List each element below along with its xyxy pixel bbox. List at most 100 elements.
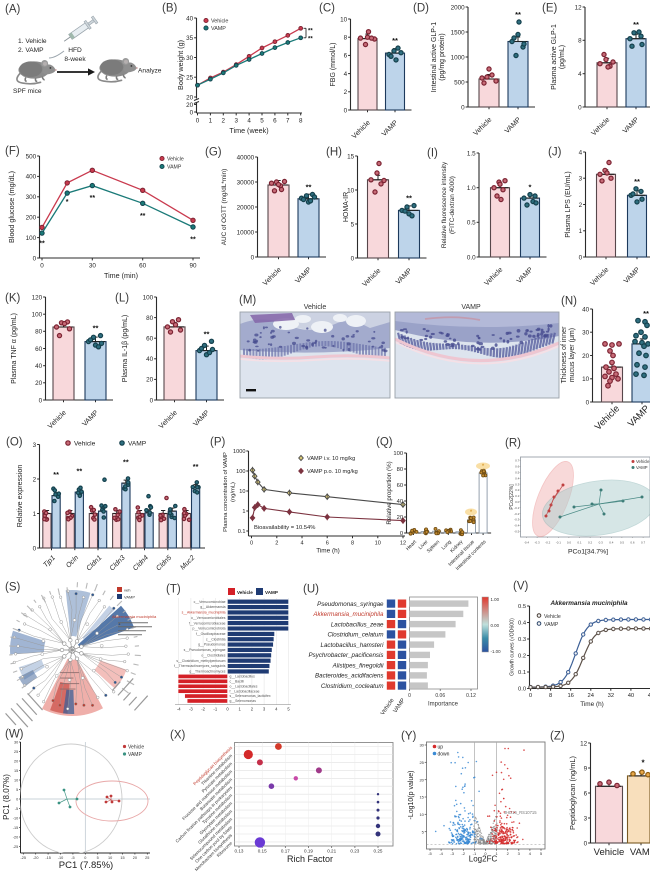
svg-text:12: 12 <box>575 4 583 11</box>
svg-text:2: 2 <box>33 476 37 483</box>
svg-text:-4: -4 <box>439 851 443 856</box>
svg-text:Akkermansia muciniphila: Akkermansia muciniphila <box>112 614 157 619</box>
svg-text:Vehicle: Vehicle <box>544 614 561 620</box>
svg-text:s__Selenomonas_lacticifex: s__Selenomonas_lacticifex <box>230 694 271 698</box>
svg-text:40: 40 <box>628 693 634 699</box>
svg-text:(D): (D) <box>413 2 429 14</box>
svg-text:Time (h): Time (h) <box>316 548 340 555</box>
svg-text:40: 40 <box>397 499 403 505</box>
svg-text:-0.1: -0.1 <box>556 541 562 545</box>
svg-text:**: ** <box>633 20 639 29</box>
svg-text:48: 48 <box>648 693 650 699</box>
svg-text:PCo2[22%]: PCo2[22%] <box>509 484 515 510</box>
svg-text:Vehicle: Vehicle <box>167 157 184 163</box>
svg-text:Rich Factor: Rich Factor <box>287 854 333 864</box>
svg-text:**: ** <box>308 36 313 42</box>
svg-text:VAMP: VAMP <box>128 752 142 758</box>
svg-text:s__Akkermansia_muciniphila: s__Akkermansia_muciniphila <box>182 611 226 615</box>
svg-text:g__Selenomonas: g__Selenomonas <box>230 699 257 703</box>
svg-text:-2: -2 <box>201 706 205 711</box>
svg-text:c__Bacilli: c__Bacilli <box>230 679 245 683</box>
svg-text:0: 0 <box>226 706 229 711</box>
svg-text:(pg/mg protein): (pg/mg protein) <box>439 33 446 80</box>
svg-text:(J): (J) <box>548 146 562 158</box>
svg-text:3: 3 <box>584 815 588 822</box>
svg-text:Bioavailability = 10.54%: Bioavailability = 10.54% <box>254 525 315 531</box>
svg-text:Importance: Importance <box>428 702 459 708</box>
svg-text:JHD16_RS10715: JHD16_RS10715 <box>504 810 537 815</box>
svg-text:10: 10 <box>582 376 590 383</box>
svg-text:(K): (K) <box>5 292 21 304</box>
svg-text:-15: -15 <box>45 856 51 860</box>
svg-text:1: 1 <box>33 511 37 518</box>
svg-text:f__Thermoactinomyces_sanguinis: f__Thermoactinomyces_sanguinis <box>174 664 226 668</box>
svg-text:-4: -4 <box>177 706 181 711</box>
svg-text:0.0: 0.0 <box>518 687 526 693</box>
svg-text:(I): (I) <box>427 147 438 159</box>
svg-text:SPF mice: SPF mice <box>13 88 42 95</box>
svg-text:(C): (C) <box>319 2 335 14</box>
svg-text:Vehicle: Vehicle <box>636 459 650 464</box>
svg-text:1: 1 <box>242 509 245 515</box>
svg-text:-20: -20 <box>13 835 19 839</box>
svg-text:40: 40 <box>186 15 194 22</box>
svg-text:0: 0 <box>251 254 255 261</box>
svg-text:FBG (mmol/L): FBG (mmol/L) <box>330 43 337 87</box>
svg-text:0.12: 0.12 <box>466 693 476 699</box>
svg-text:8: 8 <box>549 693 552 699</box>
svg-text:Relative fluorescence intensit: Relative fluorescence intensity <box>441 161 448 248</box>
svg-text:VAMP: VAMP <box>124 595 135 600</box>
svg-text:5: 5 <box>540 851 543 856</box>
svg-text:2: 2 <box>251 706 254 711</box>
svg-text:Vehicle: Vehicle <box>128 745 144 751</box>
svg-text:g__Pseudomonas: g__Pseudomonas <box>198 643 226 647</box>
svg-text:0: 0 <box>33 545 37 552</box>
svg-text:0.3: 0.3 <box>515 482 520 486</box>
svg-text:500: 500 <box>26 153 37 160</box>
svg-text:0: 0 <box>461 104 465 111</box>
svg-text:-0.4: -0.4 <box>524 541 530 545</box>
svg-text:Thickness of inner: Thickness of inner <box>561 326 568 383</box>
svg-text:-2: -2 <box>462 851 466 856</box>
svg-text:1000: 1000 <box>233 449 245 455</box>
svg-text:1.0: 1.0 <box>467 185 476 192</box>
svg-text:**: ** <box>140 213 146 220</box>
svg-text:0.0: 0.0 <box>515 500 520 504</box>
svg-text:6: 6 <box>273 118 277 125</box>
svg-text:100: 100 <box>393 451 403 457</box>
svg-text:8: 8 <box>351 541 354 547</box>
svg-text:0.6: 0.6 <box>515 465 520 469</box>
svg-text:20: 20 <box>397 515 403 521</box>
svg-text:2: 2 <box>344 89 348 96</box>
svg-text:0.7: 0.7 <box>641 541 646 545</box>
svg-text:0: 0 <box>484 851 487 856</box>
svg-text:0.5: 0.5 <box>515 471 520 475</box>
svg-text:Log2FC: Log2FC <box>469 855 498 864</box>
svg-text:VAMP: VAMP <box>544 622 559 628</box>
svg-text:*: * <box>470 510 473 516</box>
svg-text:0.1: 0.1 <box>577 541 582 545</box>
svg-text:s__Clostridium_methylpentosum: s__Clostridium_methylpentosum <box>176 659 225 663</box>
svg-text:7: 7 <box>286 118 290 125</box>
svg-text:500: 500 <box>454 79 465 86</box>
svg-text:40: 40 <box>35 363 43 370</box>
svg-text:0: 0 <box>250 541 253 547</box>
svg-text:2: 2 <box>222 118 226 125</box>
svg-text:0.1: 0.1 <box>518 670 526 676</box>
svg-text:veh: veh <box>124 588 130 593</box>
svg-text:up: up <box>438 745 444 751</box>
svg-text:25: 25 <box>145 856 149 860</box>
svg-text:Plasma concentration of VAMP: Plasma concentration of VAMP <box>223 452 229 532</box>
svg-text:**: ** <box>193 462 199 471</box>
svg-text:1: 1 <box>209 118 213 125</box>
svg-text:Alistipes_finegoldii: Alistipes_finegoldii <box>332 662 385 669</box>
svg-text:g__Akkermansia: g__Akkermansia <box>200 605 225 609</box>
svg-text:10: 10 <box>14 778 18 782</box>
svg-text:80: 80 <box>35 329 43 336</box>
svg-text:VAMP p.o. 10 mg/kg: VAMP p.o. 10 mg/kg <box>307 469 358 475</box>
svg-text:0.4: 0.4 <box>515 476 520 480</box>
svg-text:-1.00: -1.00 <box>491 649 502 654</box>
svg-text:0.5: 0.5 <box>467 220 476 227</box>
svg-text:0.2: 0.2 <box>515 488 520 492</box>
svg-text:Growth curves (√OD600): Growth curves (√OD600) <box>509 618 516 676</box>
